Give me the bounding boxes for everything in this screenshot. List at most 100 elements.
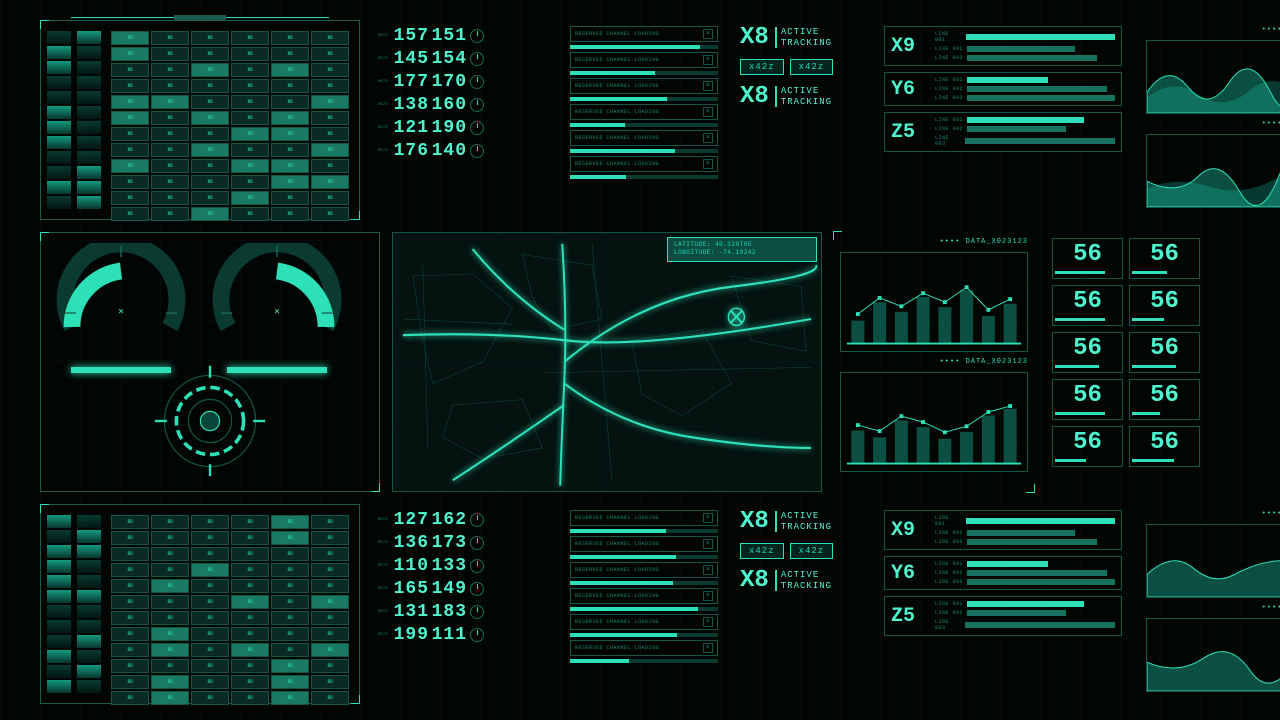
tag-button[interactable]: x42z: [790, 59, 834, 75]
matrix-cell: R5: [111, 579, 149, 593]
matrix-cell: R5: [231, 611, 269, 625]
matrix-cell: R5: [271, 627, 309, 641]
matrix-cell: R5: [191, 547, 229, 561]
wave-label: •••• DATA_X023123: [1146, 120, 1280, 128]
matrix-cell: R5: [271, 111, 309, 125]
channel-value: 131: [394, 602, 426, 622]
matrix-cell: R5: [271, 63, 309, 77]
matrix-cell: R5: [311, 643, 349, 657]
channel-value: 162: [432, 510, 464, 530]
matrix-cell: R5: [231, 95, 269, 109]
matrix-cell: R5: [271, 531, 309, 545]
channel-value: 183: [432, 602, 464, 622]
matrix-cell: R5: [231, 515, 269, 529]
matrix-cell: R5: [151, 207, 189, 221]
close-icon[interactable]: ×: [703, 643, 713, 653]
matrix-cell: R5: [231, 31, 269, 45]
target-dial: [150, 361, 270, 481]
matrix-cell: R5: [271, 547, 309, 561]
channel-readout-top: 0573157151057314515405731771700573138160…: [372, 20, 552, 220]
matrix-cell: R5: [111, 159, 149, 173]
matrix-cell: R5: [151, 611, 189, 625]
matrix-cell: R5: [271, 159, 309, 173]
channel-value: 151: [432, 26, 464, 46]
matrix-cell: R5: [271, 191, 309, 205]
matrix-cell: R5: [271, 127, 309, 141]
matrix-cell: R5: [151, 595, 189, 609]
channel-value: 121: [394, 118, 426, 138]
stat-value: 56: [1132, 337, 1197, 361]
matrix-cell: R5: [311, 531, 349, 545]
row-top: R5R5R5R5R5R5R5R5R5R5R5R5R5R5R5R5R5R5R5R5…: [40, 20, 1280, 220]
barcode-left-1: [47, 27, 71, 213]
stat-box: 56: [1052, 426, 1123, 467]
matrix-cell: R5: [191, 659, 229, 673]
matrix-cell: R5: [191, 159, 229, 173]
dial-icon: [470, 582, 484, 596]
channel-value: 149: [432, 579, 464, 599]
matrix-cell: R5: [111, 175, 149, 189]
wave-panel-top: •••• DATA_X023123 •••• DATA_X023123: [1140, 20, 1280, 220]
matrix-cell: R5: [271, 563, 309, 577]
close-icon[interactable]: ×: [703, 617, 713, 627]
matrix-cell: R5: [191, 531, 229, 545]
stat-box: 56: [1052, 332, 1123, 373]
close-icon[interactable]: ×: [703, 513, 713, 523]
matrix-cell: R5: [271, 643, 309, 657]
close-icon[interactable]: ×: [703, 133, 713, 143]
reserved-channel-row: RESERVED CHANNEL LOADING×: [570, 104, 718, 120]
matrix-cell: R5: [311, 659, 349, 673]
matrix-cell: R5: [151, 159, 189, 173]
row-middle: × ×: [40, 232, 1280, 492]
stat-value: 56: [1055, 337, 1120, 361]
close-icon[interactable]: ×: [703, 565, 713, 575]
reserved-channels-bottom: RESERVED CHANNEL LOADING× RESERVED CHANNE…: [564, 504, 724, 704]
matrix-cell: R5: [111, 627, 149, 641]
matrix-cell: R5: [151, 31, 189, 45]
close-icon[interactable]: ×: [703, 159, 713, 169]
close-icon[interactable]: ×: [703, 591, 713, 601]
barcode-left-2: [77, 27, 101, 213]
reserved-channel-row: RESERVED CHANNEL LOADING×: [570, 562, 718, 578]
channel-value: 157: [394, 26, 426, 46]
xyz-bars-top: X9LINE 001LINE 002LINE 003Y6LINE 001LINE…: [878, 20, 1128, 220]
close-icon[interactable]: ×: [703, 55, 713, 65]
reserved-channels-top: RESERVED CHANNEL LOADING× RESERVED CHANNE…: [564, 20, 724, 220]
matrix-cell: R5: [311, 691, 349, 705]
matrix-cell: R5: [111, 31, 149, 45]
channel-value: 154: [432, 49, 464, 69]
matrix-cell: R5: [231, 207, 269, 221]
matrix-cell: R5: [111, 95, 149, 109]
reserved-channel-row: RESERVED CHANNEL LOADING×: [570, 536, 718, 552]
stat-box: 56: [1052, 238, 1123, 279]
matrix-cell: R5: [151, 691, 189, 705]
tracking-bottom: X8ACTIVETRACKING x42zx42z X8ACTIVETRACKI…: [736, 504, 866, 704]
reserved-channel-row: RESERVED CHANNEL LOADING×: [570, 640, 718, 656]
channel-value: 138: [394, 95, 426, 115]
reserved-channel-row: RESERVED CHANNEL LOADING×: [570, 52, 718, 68]
matrix-cell: R5: [311, 159, 349, 173]
dial-icon: [470, 536, 484, 550]
reserved-channel-row: RESERVED CHANNEL LOADING×: [570, 78, 718, 94]
channel-value: 160: [432, 95, 464, 115]
xyz-label: Y6: [891, 78, 927, 101]
close-icon[interactable]: ×: [703, 81, 713, 91]
close-icon[interactable]: ×: [703, 29, 713, 39]
matrix-cell: R5: [151, 111, 189, 125]
chart-1: [840, 252, 1028, 352]
matrix-cell: R5: [191, 627, 229, 641]
matrix-cell: R5: [271, 143, 309, 157]
matrix-cell: R5: [151, 531, 189, 545]
map-view[interactable]: LATITUDE: 40.329785 LONGITUDE: -74.18242: [392, 232, 822, 492]
close-icon[interactable]: ×: [703, 107, 713, 117]
close-icon[interactable]: ×: [703, 539, 713, 549]
matrix-cell: R5: [311, 611, 349, 625]
dial-icon: [470, 559, 484, 573]
matrix-cell: R5: [151, 675, 189, 689]
matrix-cell: R5: [151, 47, 189, 61]
signal-matrix-top: R5R5R5R5R5R5R5R5R5R5R5R5R5R5R5R5R5R5R5R5…: [40, 20, 360, 220]
stat-value: 56: [1055, 290, 1120, 314]
matrix-cell: R5: [151, 547, 189, 561]
tag-button[interactable]: x42z: [740, 59, 784, 75]
matrix-cell: R5: [271, 611, 309, 625]
